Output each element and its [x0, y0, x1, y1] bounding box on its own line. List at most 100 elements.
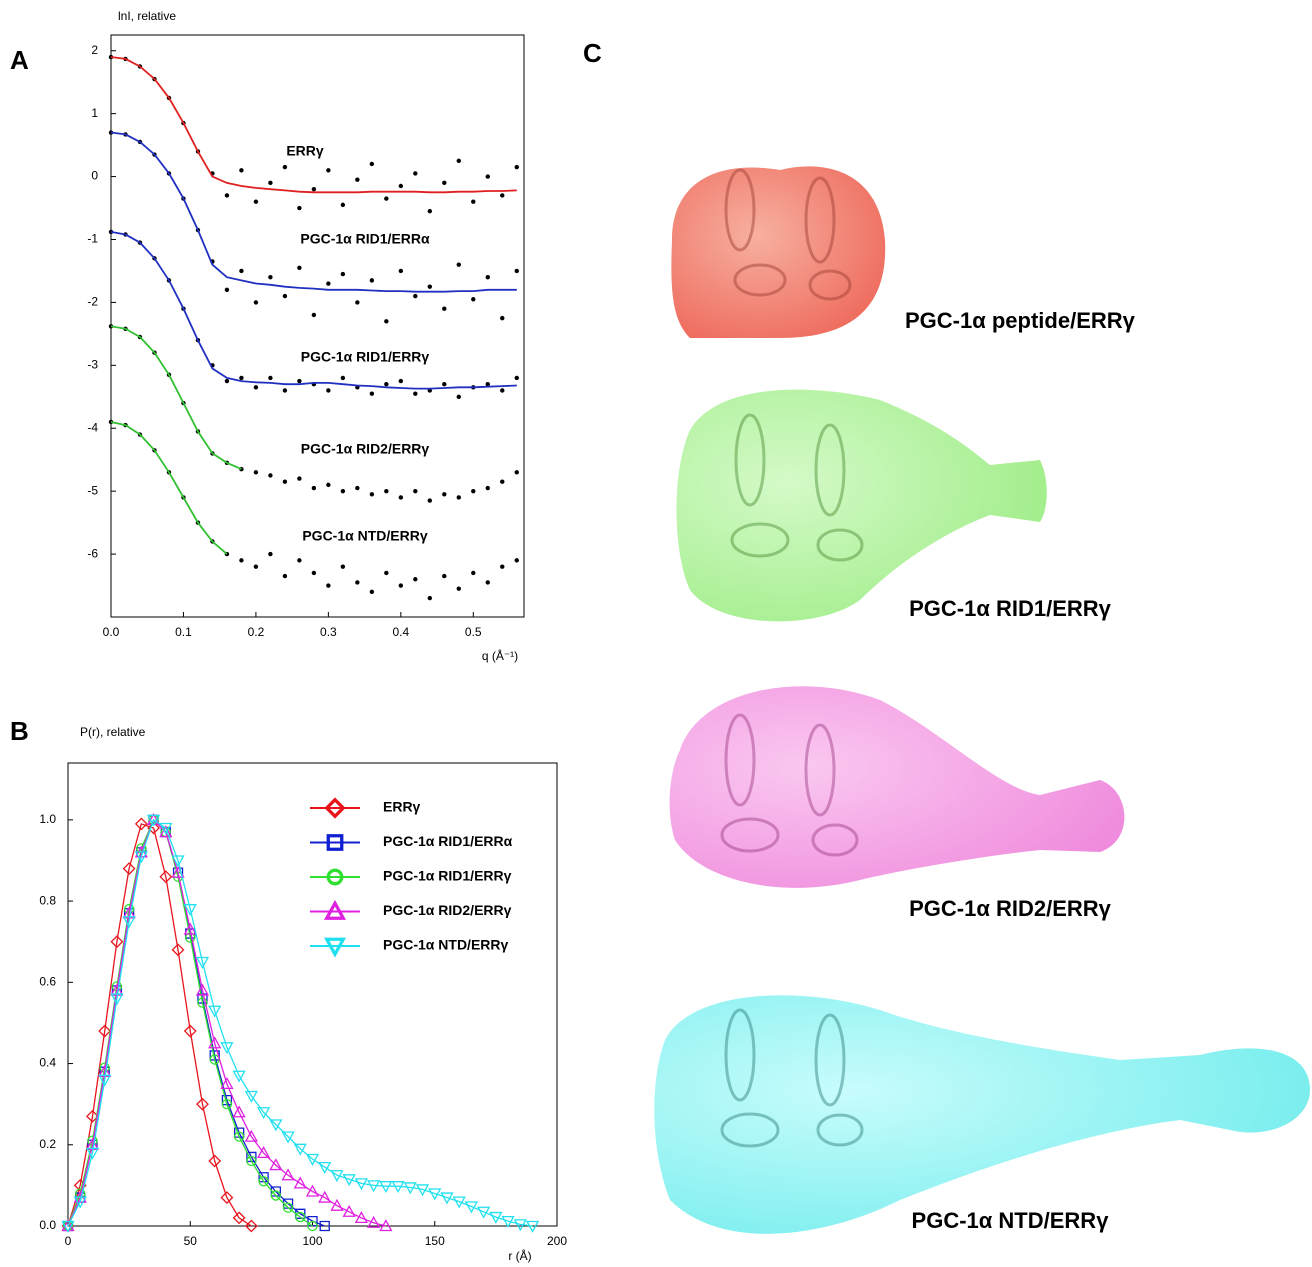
data-point — [456, 495, 461, 500]
data-point — [297, 476, 302, 481]
legend-label: PGC-1α NTD/ERRγ — [383, 937, 509, 953]
marker — [379, 1181, 393, 1194]
data-point — [427, 208, 433, 214]
legend-marker — [326, 868, 344, 886]
data-point — [471, 297, 476, 302]
data-point — [398, 583, 404, 588]
data-point — [369, 161, 375, 167]
marker — [513, 1219, 527, 1232]
x-tick-label: 150 — [425, 1234, 445, 1248]
data-point — [311, 570, 317, 576]
x-tick-label: 0.1 — [175, 625, 192, 639]
curve-label: ERRγ — [286, 143, 324, 159]
data-point — [282, 164, 288, 170]
marker — [232, 1211, 246, 1225]
marker — [221, 1099, 233, 1110]
data-point — [355, 485, 360, 491]
marker — [270, 1190, 281, 1201]
data-point — [500, 479, 505, 484]
data-point — [384, 382, 389, 387]
x-tick-label: 0.4 — [392, 625, 409, 639]
protein-cartoon — [724, 168, 852, 301]
data-point — [340, 375, 346, 381]
data-point — [471, 199, 476, 204]
data-point — [514, 164, 519, 170]
marker — [134, 817, 148, 831]
fit-line — [110, 131, 517, 293]
marker — [233, 1131, 245, 1142]
y-tick-label: 1.0 — [39, 812, 56, 826]
data-point — [253, 300, 259, 305]
data-point — [224, 287, 230, 293]
marker — [244, 1129, 258, 1142]
marker — [208, 1005, 222, 1018]
legend-label: PGC-1α RID1/ERRα — [383, 833, 513, 849]
marker — [232, 1070, 246, 1083]
data-point — [384, 488, 389, 494]
marker — [134, 851, 148, 864]
curve-label: PGC-1α NTD/ERRγ — [302, 528, 428, 544]
curve-label: PGC-1α RID1/ERRγ — [301, 349, 430, 365]
data-point — [355, 177, 360, 182]
data-point — [413, 293, 418, 299]
y-axis-title: lnI, relative — [118, 9, 176, 23]
protein-cartoon — [720, 1008, 864, 1148]
marker — [489, 1211, 503, 1224]
marker — [208, 1036, 222, 1049]
fit-line — [110, 421, 228, 555]
y-tick-label: -6 — [87, 546, 98, 560]
marker — [354, 1178, 368, 1191]
curve-label: PGC-1α RID2/ERRγ — [301, 441, 430, 457]
data-point — [268, 375, 273, 381]
data-point — [398, 378, 404, 384]
marker — [122, 916, 136, 929]
marker — [110, 935, 124, 949]
y-tick-label: -3 — [87, 357, 98, 371]
marker — [282, 1202, 294, 1213]
marker — [269, 1158, 283, 1171]
data-point — [500, 315, 505, 321]
model-label: PGC-1α peptide/ERRγ — [905, 308, 1136, 333]
data-point — [355, 300, 360, 305]
envelope — [669, 686, 1125, 888]
data-point — [311, 312, 317, 318]
legend-label: PGC-1α RID1/ERRγ — [383, 868, 512, 884]
data-point — [253, 470, 259, 475]
marker — [122, 862, 136, 876]
marker — [258, 1176, 269, 1187]
marker — [208, 1154, 222, 1168]
marker — [147, 821, 160, 835]
y-tick-label: 0.6 — [39, 974, 56, 988]
data-point — [442, 492, 447, 497]
data-point — [340, 271, 346, 277]
marker — [415, 1184, 430, 1197]
marker — [269, 1119, 283, 1132]
marker — [196, 1097, 209, 1111]
model-label: PGC-1α NTD/ERRγ — [912, 1208, 1110, 1233]
data-point — [326, 168, 331, 173]
marker — [305, 1153, 320, 1166]
model-label: PGC-1α RID2/ERRγ — [909, 896, 1112, 921]
y-tick-label: -4 — [87, 420, 98, 434]
marker — [86, 1109, 99, 1123]
legend-label: ERRγ — [383, 799, 421, 815]
marker — [232, 1105, 246, 1118]
data-point — [297, 265, 302, 270]
data-point — [369, 278, 375, 283]
data-point — [297, 378, 302, 384]
y-tick-label: 2 — [91, 43, 98, 57]
data-point — [456, 158, 461, 164]
y-axis-title: P(r), relative — [80, 725, 146, 739]
envelope — [671, 166, 886, 338]
data-point — [514, 268, 519, 274]
data-point — [456, 262, 461, 267]
marker — [110, 993, 124, 1006]
marker — [293, 1143, 307, 1156]
data-point — [253, 564, 259, 569]
x-axis-title: r (Å) — [508, 1248, 531, 1263]
marker — [220, 1077, 234, 1089]
marker — [159, 822, 173, 835]
marker — [244, 1219, 258, 1233]
data-point — [413, 171, 418, 176]
